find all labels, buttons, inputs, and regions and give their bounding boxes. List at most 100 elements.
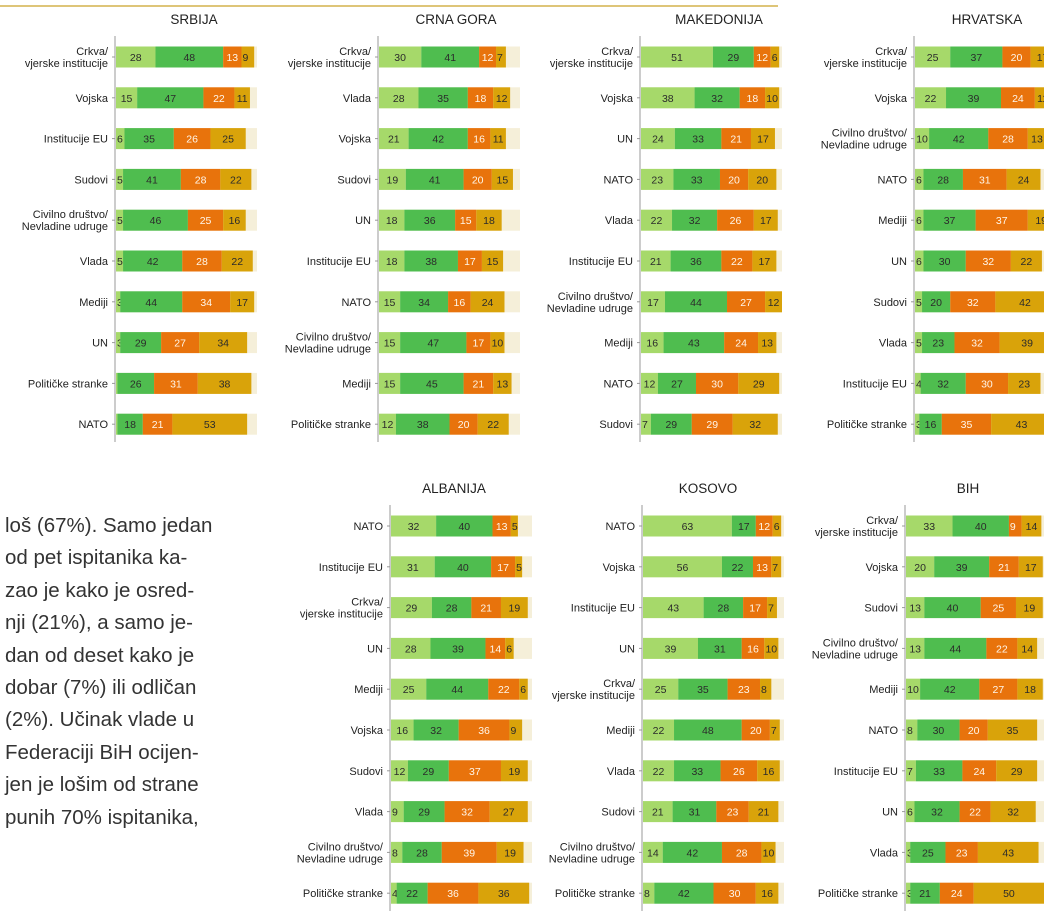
data-label: 6 (772, 52, 778, 64)
bar-segment (379, 413, 396, 435)
data-label: 21 (998, 562, 1010, 574)
bar-segment (426, 678, 489, 700)
bar-segment (391, 760, 408, 782)
data-label: 15 (487, 256, 499, 268)
data-label: 8 (644, 888, 650, 900)
category-label: Crkva/vjerske institucije (824, 46, 908, 70)
data-label: 21 (758, 807, 770, 819)
bar-segment (915, 291, 923, 313)
bar-segment (379, 209, 405, 231)
bar-segment (923, 250, 966, 272)
bar-segment (124, 128, 174, 150)
data-label: 41 (429, 174, 441, 186)
bar-segment (962, 760, 997, 782)
data-label: 30 (711, 378, 723, 390)
data-label: 26 (733, 766, 745, 778)
data-label: 15 (497, 174, 509, 186)
category-label: Institucije EU (307, 256, 371, 268)
data-label: 48 (702, 725, 714, 737)
data-label: 7 (771, 725, 777, 737)
data-label: 7 (907, 766, 913, 778)
bar-segment (910, 841, 946, 863)
bar-segment (519, 678, 528, 700)
bar-segment (748, 801, 779, 823)
data-label: 22 (230, 174, 242, 186)
bar-segment (941, 413, 992, 435)
data-label: 15 (384, 338, 396, 350)
data-label: 28 (736, 847, 748, 859)
category-label: Sudovi (599, 419, 633, 431)
bar-segment (952, 515, 1009, 537)
data-label: 5 (916, 297, 922, 309)
data-label: 30 (729, 888, 741, 900)
data-label: 34 (200, 297, 212, 309)
bar-segment (505, 637, 514, 659)
data-label: 24 (973, 766, 985, 778)
bar-segment (674, 760, 721, 782)
bar-segment (458, 719, 510, 741)
bar-segment (116, 87, 138, 109)
category-label: Institucije EU (44, 134, 108, 146)
data-label: 42 (944, 684, 956, 696)
data-label: 47 (427, 338, 439, 350)
bar-segment (199, 332, 248, 354)
bar-segment (950, 46, 1003, 68)
bar-segment (223, 209, 246, 231)
category-label: UN (619, 643, 635, 655)
bar-segment (407, 760, 449, 782)
body-text-line: (2%). Učinak vlade u (5, 708, 195, 732)
bar-segment (915, 760, 963, 782)
data-label: 40 (975, 521, 987, 533)
data-label: 30 (981, 378, 993, 390)
bar-segment (500, 760, 528, 782)
data-label: 28 (130, 52, 142, 64)
data-label: 18 (1024, 684, 1036, 696)
bar-segment (391, 719, 414, 741)
data-label: 28 (937, 174, 949, 186)
data-label: 12 (496, 93, 508, 105)
data-label: 22 (406, 888, 418, 900)
bar-segment (906, 801, 915, 823)
bar-segment (643, 841, 663, 863)
bar-segment (959, 801, 991, 823)
bar-segment (448, 760, 501, 782)
bar-segment (182, 250, 222, 272)
category-label: UN (891, 256, 907, 268)
bar-segment (755, 882, 779, 904)
bar-segment (379, 291, 401, 313)
bar-segment (492, 515, 511, 537)
bar-segment (116, 372, 118, 394)
chart-title: BIH (957, 481, 980, 496)
bar-segment (430, 637, 486, 659)
body-text-line: loš (67%). Samo jedan (5, 514, 213, 537)
body-text-line: Federaciji BiH ocijen- (5, 740, 199, 764)
data-label: 22 (653, 766, 665, 778)
bar-segment (755, 515, 773, 537)
bar-segment (732, 413, 778, 435)
bar-segment (490, 332, 505, 354)
bar-segment (764, 637, 779, 659)
bar-segment (1034, 87, 1044, 109)
data-label: 24 (482, 297, 494, 309)
data-label: 21 (919, 888, 931, 900)
data-label: 18 (386, 215, 398, 227)
bar-segment (641, 46, 713, 68)
bar-segment (116, 291, 121, 313)
category-label: Sudovi (74, 174, 108, 186)
bar-segment (491, 168, 513, 190)
body-text-line: zao je kako je osred- (5, 578, 195, 602)
category-label: Crkva/vjerske institucije (300, 597, 384, 621)
data-label: 3 (907, 888, 913, 900)
bar-segment (915, 332, 923, 354)
data-label: 25 (655, 684, 667, 696)
category-label: NATO (877, 174, 907, 186)
data-label: 16 (396, 725, 408, 737)
category-label: Vojska (601, 93, 634, 105)
data-label: 6 (916, 174, 922, 186)
bar-segment (664, 291, 728, 313)
bar-segment (172, 413, 248, 435)
data-label: 20 (728, 174, 740, 186)
category-label: Vojska (866, 562, 899, 574)
bar-segment (641, 332, 664, 354)
category-label: Političke stranke (28, 378, 108, 390)
